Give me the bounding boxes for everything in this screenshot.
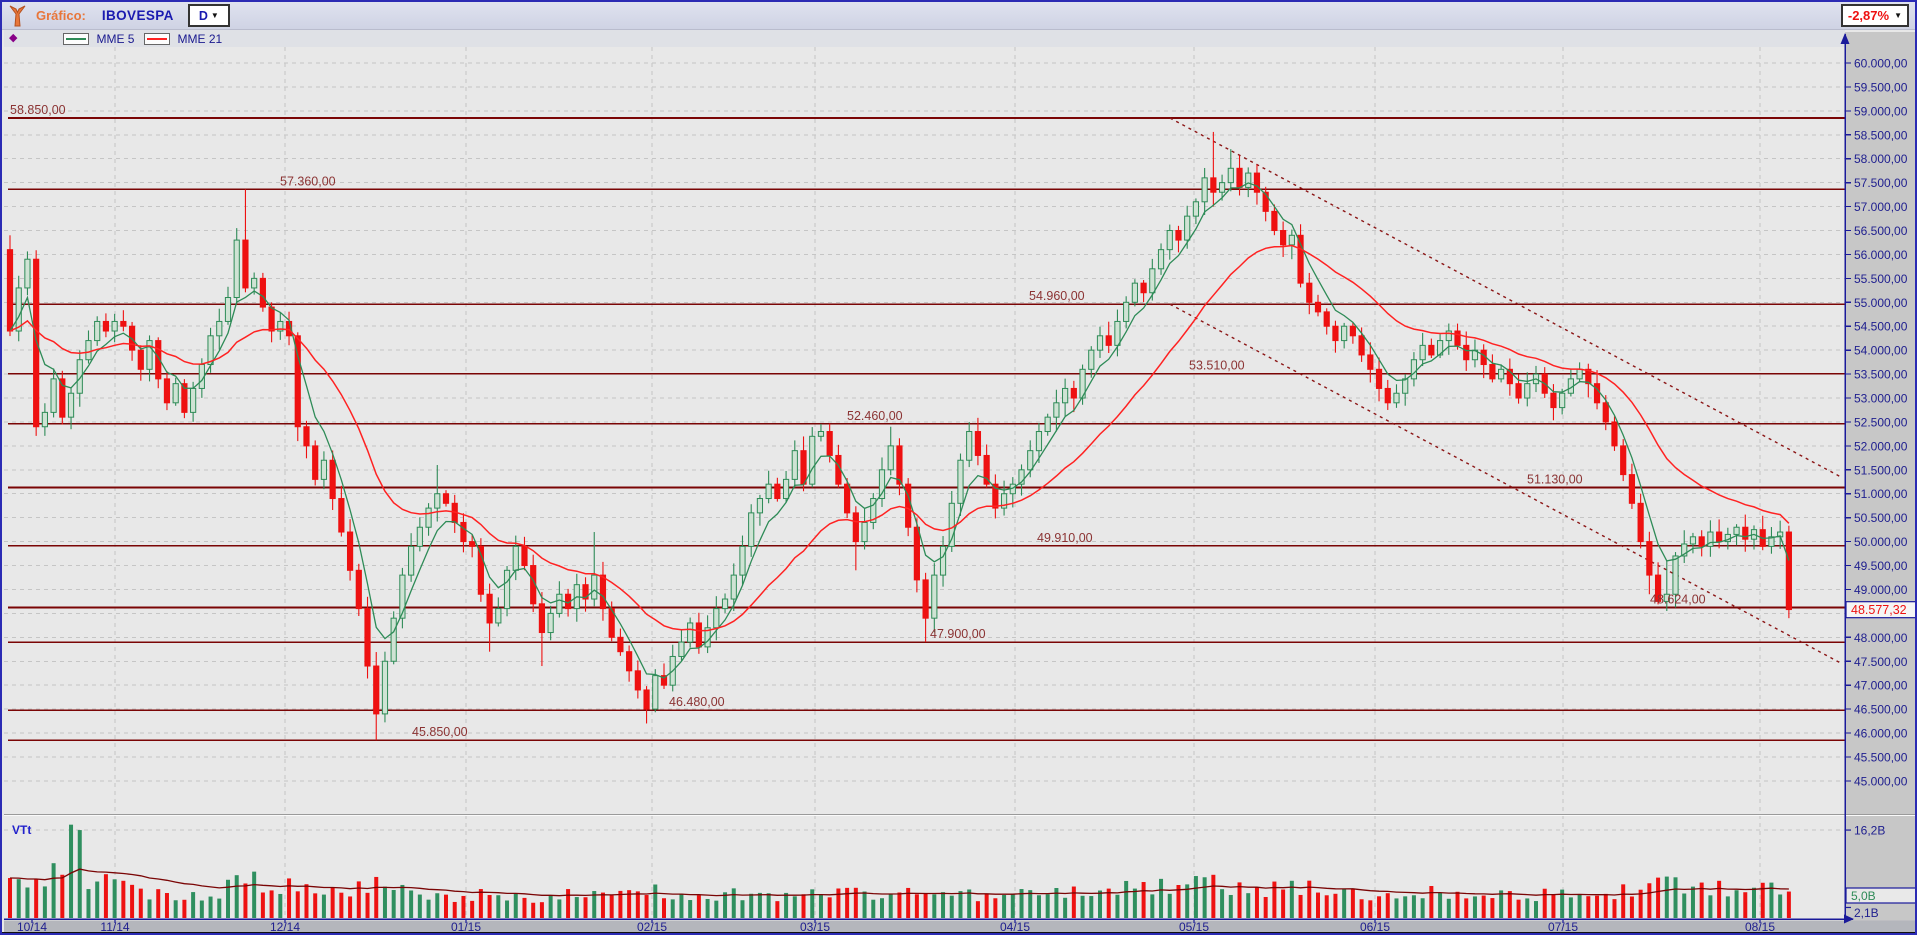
svg-text:49.910,00: 49.910,00	[1037, 531, 1093, 545]
toolbar: Gráfico: IBOVESPA D ▼ -2,87% ▼	[2, 2, 1915, 30]
svg-text:05/15: 05/15	[1179, 920, 1209, 934]
svg-text:45.500,00: 45.500,00	[1854, 750, 1908, 764]
svg-text:07/15: 07/15	[1548, 920, 1578, 934]
volume-panel-label: VTt	[12, 823, 31, 837]
svg-text:06/15: 06/15	[1360, 920, 1390, 934]
svg-text:60.000,00: 60.000,00	[1854, 57, 1908, 71]
svg-text:50.000,00: 50.000,00	[1854, 535, 1908, 549]
svg-text:48.577,32: 48.577,32	[1851, 603, 1907, 617]
svg-text:10/14: 10/14	[17, 920, 47, 934]
diamond-marker-icon: ◆	[9, 32, 18, 44]
svg-text:45.850,00: 45.850,00	[412, 725, 468, 739]
legend: ◆ MME 5 MME 21	[4, 30, 424, 47]
change-percent-dropdown[interactable]: -2,87% ▼	[1840, 4, 1909, 27]
svg-text:47.900,00: 47.900,00	[930, 627, 986, 641]
svg-text:46.000,00: 46.000,00	[1854, 727, 1908, 741]
svg-text:55.500,00: 55.500,00	[1854, 272, 1908, 286]
svg-text:52.460,00: 52.460,00	[847, 409, 903, 423]
mme5-line	[9, 182, 1790, 679]
svg-text:54.000,00: 54.000,00	[1854, 344, 1908, 358]
svg-text:49.500,00: 49.500,00	[1854, 559, 1908, 573]
change-percent-value: -2,87%	[1847, 8, 1890, 23]
svg-text:03/15: 03/15	[800, 920, 830, 934]
svg-text:53.000,00: 53.000,00	[1854, 392, 1908, 406]
chart-backgrounds	[2, 30, 1915, 933]
legend-label-mme21: MME 21	[177, 31, 223, 46]
symbol-name: IBOVESPA	[101, 8, 174, 23]
svg-text:16,2B: 16,2B	[1854, 824, 1885, 838]
svg-text:2,1B: 2,1B	[1854, 906, 1879, 920]
svg-text:58.500,00: 58.500,00	[1854, 128, 1908, 142]
volume-axis: 16,2B 5,0B 2,1B	[1845, 824, 1915, 920]
timeframe-value: D	[198, 8, 208, 23]
svg-text:52.000,00: 52.000,00	[1854, 439, 1908, 453]
svg-text:52.500,00: 52.500,00	[1854, 415, 1908, 429]
volume-bars	[8, 824, 1791, 918]
svg-text:53.510,00: 53.510,00	[1189, 359, 1245, 373]
svg-text:11/14: 11/14	[100, 920, 129, 934]
svg-text:46.500,00: 46.500,00	[1854, 703, 1908, 717]
svg-text:02/15: 02/15	[637, 920, 667, 934]
app-logo-icon	[9, 5, 26, 26]
legend-label-mme5: MME 5	[96, 31, 135, 46]
level-lines	[8, 117, 1845, 742]
svg-text:46.480,00: 46.480,00	[669, 695, 725, 709]
svg-text:59.000,00: 59.000,00	[1854, 104, 1908, 118]
svg-text:51.500,00: 51.500,00	[1854, 463, 1908, 477]
svg-text:56.500,00: 56.500,00	[1854, 224, 1908, 238]
svg-text:54.500,00: 54.500,00	[1854, 320, 1908, 334]
level-labels: 58.850,00 57.360,00 54.960,00 53.510,00 52.4…	[10, 103, 1706, 739]
chevron-down-icon: ▼	[1894, 10, 1902, 20]
volume-ma-line	[9, 868, 1789, 897]
svg-text:45.000,00: 45.000,00	[1854, 774, 1908, 788]
svg-text:55.000,00: 55.000,00	[1854, 296, 1908, 310]
mme21-line	[9, 244, 1790, 632]
svg-text:57.500,00: 57.500,00	[1854, 176, 1908, 190]
svg-text:47.000,00: 47.000,00	[1854, 679, 1908, 693]
svg-text:49.000,00: 49.000,00	[1854, 583, 1908, 597]
svg-text:5,0B: 5,0B	[1851, 889, 1876, 903]
price-axis: 45.000,00 45.500,00 46.000,00 46.500,00 47.0…	[1840, 33, 1908, 919]
chevron-down-icon: ▼	[210, 10, 219, 20]
last-price-tag: 48.577,32	[1845, 601, 1915, 619]
svg-text:57.360,00: 57.360,00	[280, 174, 336, 188]
svg-text:50.500,00: 50.500,00	[1854, 511, 1908, 525]
svg-text:47.500,00: 47.500,00	[1854, 655, 1908, 669]
timeframe-dropdown[interactable]: D ▼	[187, 4, 230, 27]
svg-text:48.624,00: 48.624,00	[1650, 592, 1706, 606]
svg-text:59.500,00: 59.500,00	[1854, 80, 1908, 94]
svg-text:04/15: 04/15	[1000, 920, 1030, 934]
svg-text:48.000,00: 48.000,00	[1854, 631, 1908, 645]
svg-text:12/14: 12/14	[270, 920, 300, 934]
svg-text:51.000,00: 51.000,00	[1854, 487, 1908, 501]
svg-text:53.500,00: 53.500,00	[1854, 368, 1908, 382]
svg-text:57.000,00: 57.000,00	[1854, 200, 1908, 214]
trend-channel	[1169, 117, 1841, 664]
svg-text:58.000,00: 58.000,00	[1854, 152, 1908, 166]
time-axis: 10/14 11/14 12/14 01/15 02/15 03/15 04/15 05/15…	[4, 914, 1854, 934]
mme5-swatch-icon	[63, 32, 90, 45]
chart-label: Gráfico:	[36, 8, 86, 23]
svg-text:01/15: 01/15	[451, 920, 481, 934]
svg-text:56.000,00: 56.000,00	[1854, 248, 1908, 262]
panel-separator	[4, 814, 1915, 816]
svg-text:58.850,00: 58.850,00	[10, 103, 66, 117]
svg-text:08/15: 08/15	[1745, 920, 1775, 934]
svg-text:51.130,00: 51.130,00	[1527, 473, 1583, 487]
svg-text:54.960,00: 54.960,00	[1029, 289, 1085, 303]
mme21-swatch-icon	[144, 32, 171, 45]
